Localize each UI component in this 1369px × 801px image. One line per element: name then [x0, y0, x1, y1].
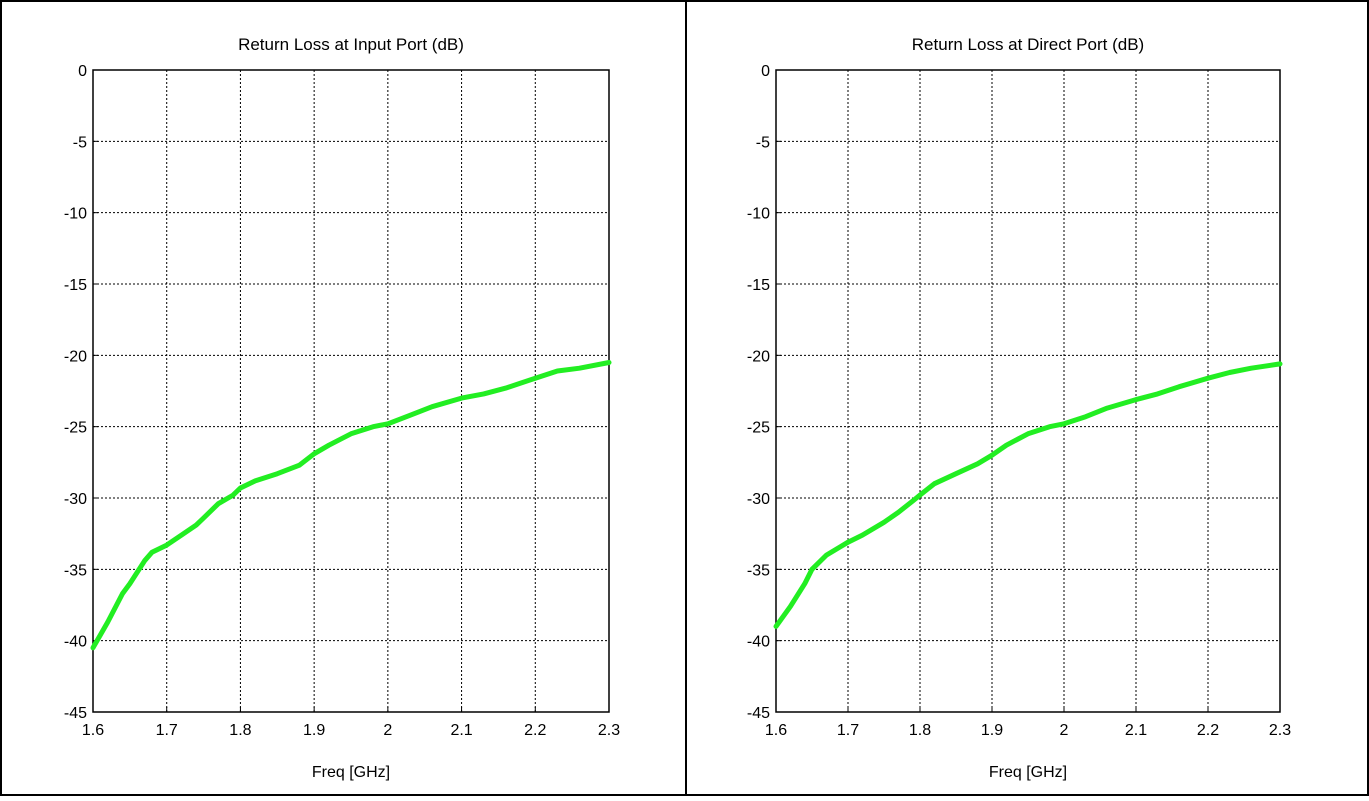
y-tick-label: -5 — [73, 134, 87, 151]
y-tick-label: -30 — [747, 491, 770, 508]
y-tick-label: -40 — [64, 634, 87, 651]
x-tick-label: 2.1 — [450, 722, 472, 739]
x-tick-label: 1.6 — [765, 722, 787, 739]
y-tick-label: -10 — [64, 206, 87, 223]
x-tick-label: 2 — [383, 722, 392, 739]
y-tick-label: -20 — [64, 348, 87, 365]
chart-title: Return Loss at Input Port (dB) — [238, 35, 464, 54]
y-tick-label: -25 — [747, 420, 770, 437]
chart-panel-direct-port: Return Loss at Direct Port (dB) Freq [GH… — [747, 35, 1291, 781]
x-tick-label: 1.9 — [303, 722, 325, 739]
y-tick-label: -10 — [747, 206, 770, 223]
x-tick-label: 2.1 — [1125, 722, 1147, 739]
y-tick-label: -35 — [747, 562, 770, 579]
x-tick-label: 1.6 — [82, 722, 104, 739]
y-tick-label: -45 — [64, 705, 87, 722]
y-tick-label: -25 — [64, 420, 87, 437]
y-tick-label: 0 — [761, 63, 770, 80]
y-tick-label: -20 — [747, 348, 770, 365]
series-line — [90, 360, 612, 651]
y-tick-label: 0 — [78, 63, 87, 80]
y-tick-label: -30 — [64, 491, 87, 508]
series-line — [773, 361, 1283, 629]
x-tick-label: 2.2 — [524, 722, 546, 739]
y-tick-label: -35 — [64, 562, 87, 579]
chart-panel-input-port: Return Loss at Input Port (dB) Freq [GHz… — [64, 35, 620, 781]
x-tick-label: 1.7 — [156, 722, 178, 739]
x-tick-label: 2.3 — [598, 722, 620, 739]
x-tick-label: 1.9 — [981, 722, 1003, 739]
y-tick-label: -15 — [747, 277, 770, 294]
plot-axes-box — [775, 69, 1281, 713]
x-tick-label: 2 — [1060, 722, 1069, 739]
plot-axes-box — [92, 69, 610, 713]
y-tick-label: -45 — [747, 705, 770, 722]
x-tick-label: 2.3 — [1269, 722, 1291, 739]
y-tick-label: -5 — [756, 134, 770, 151]
x-axis-label: Freq [GHz] — [312, 764, 390, 781]
x-tick-label: 1.8 — [229, 722, 251, 739]
x-axis-label: Freq [GHz] — [989, 764, 1067, 781]
y-tick-label: -40 — [747, 634, 770, 651]
chart-title: Return Loss at Direct Port (dB) — [912, 35, 1144, 54]
x-tick-label: 1.8 — [909, 722, 931, 739]
x-tick-label: 1.7 — [837, 722, 859, 739]
x-tick-label: 2.2 — [1197, 722, 1219, 739]
y-tick-label: -15 — [64, 277, 87, 294]
